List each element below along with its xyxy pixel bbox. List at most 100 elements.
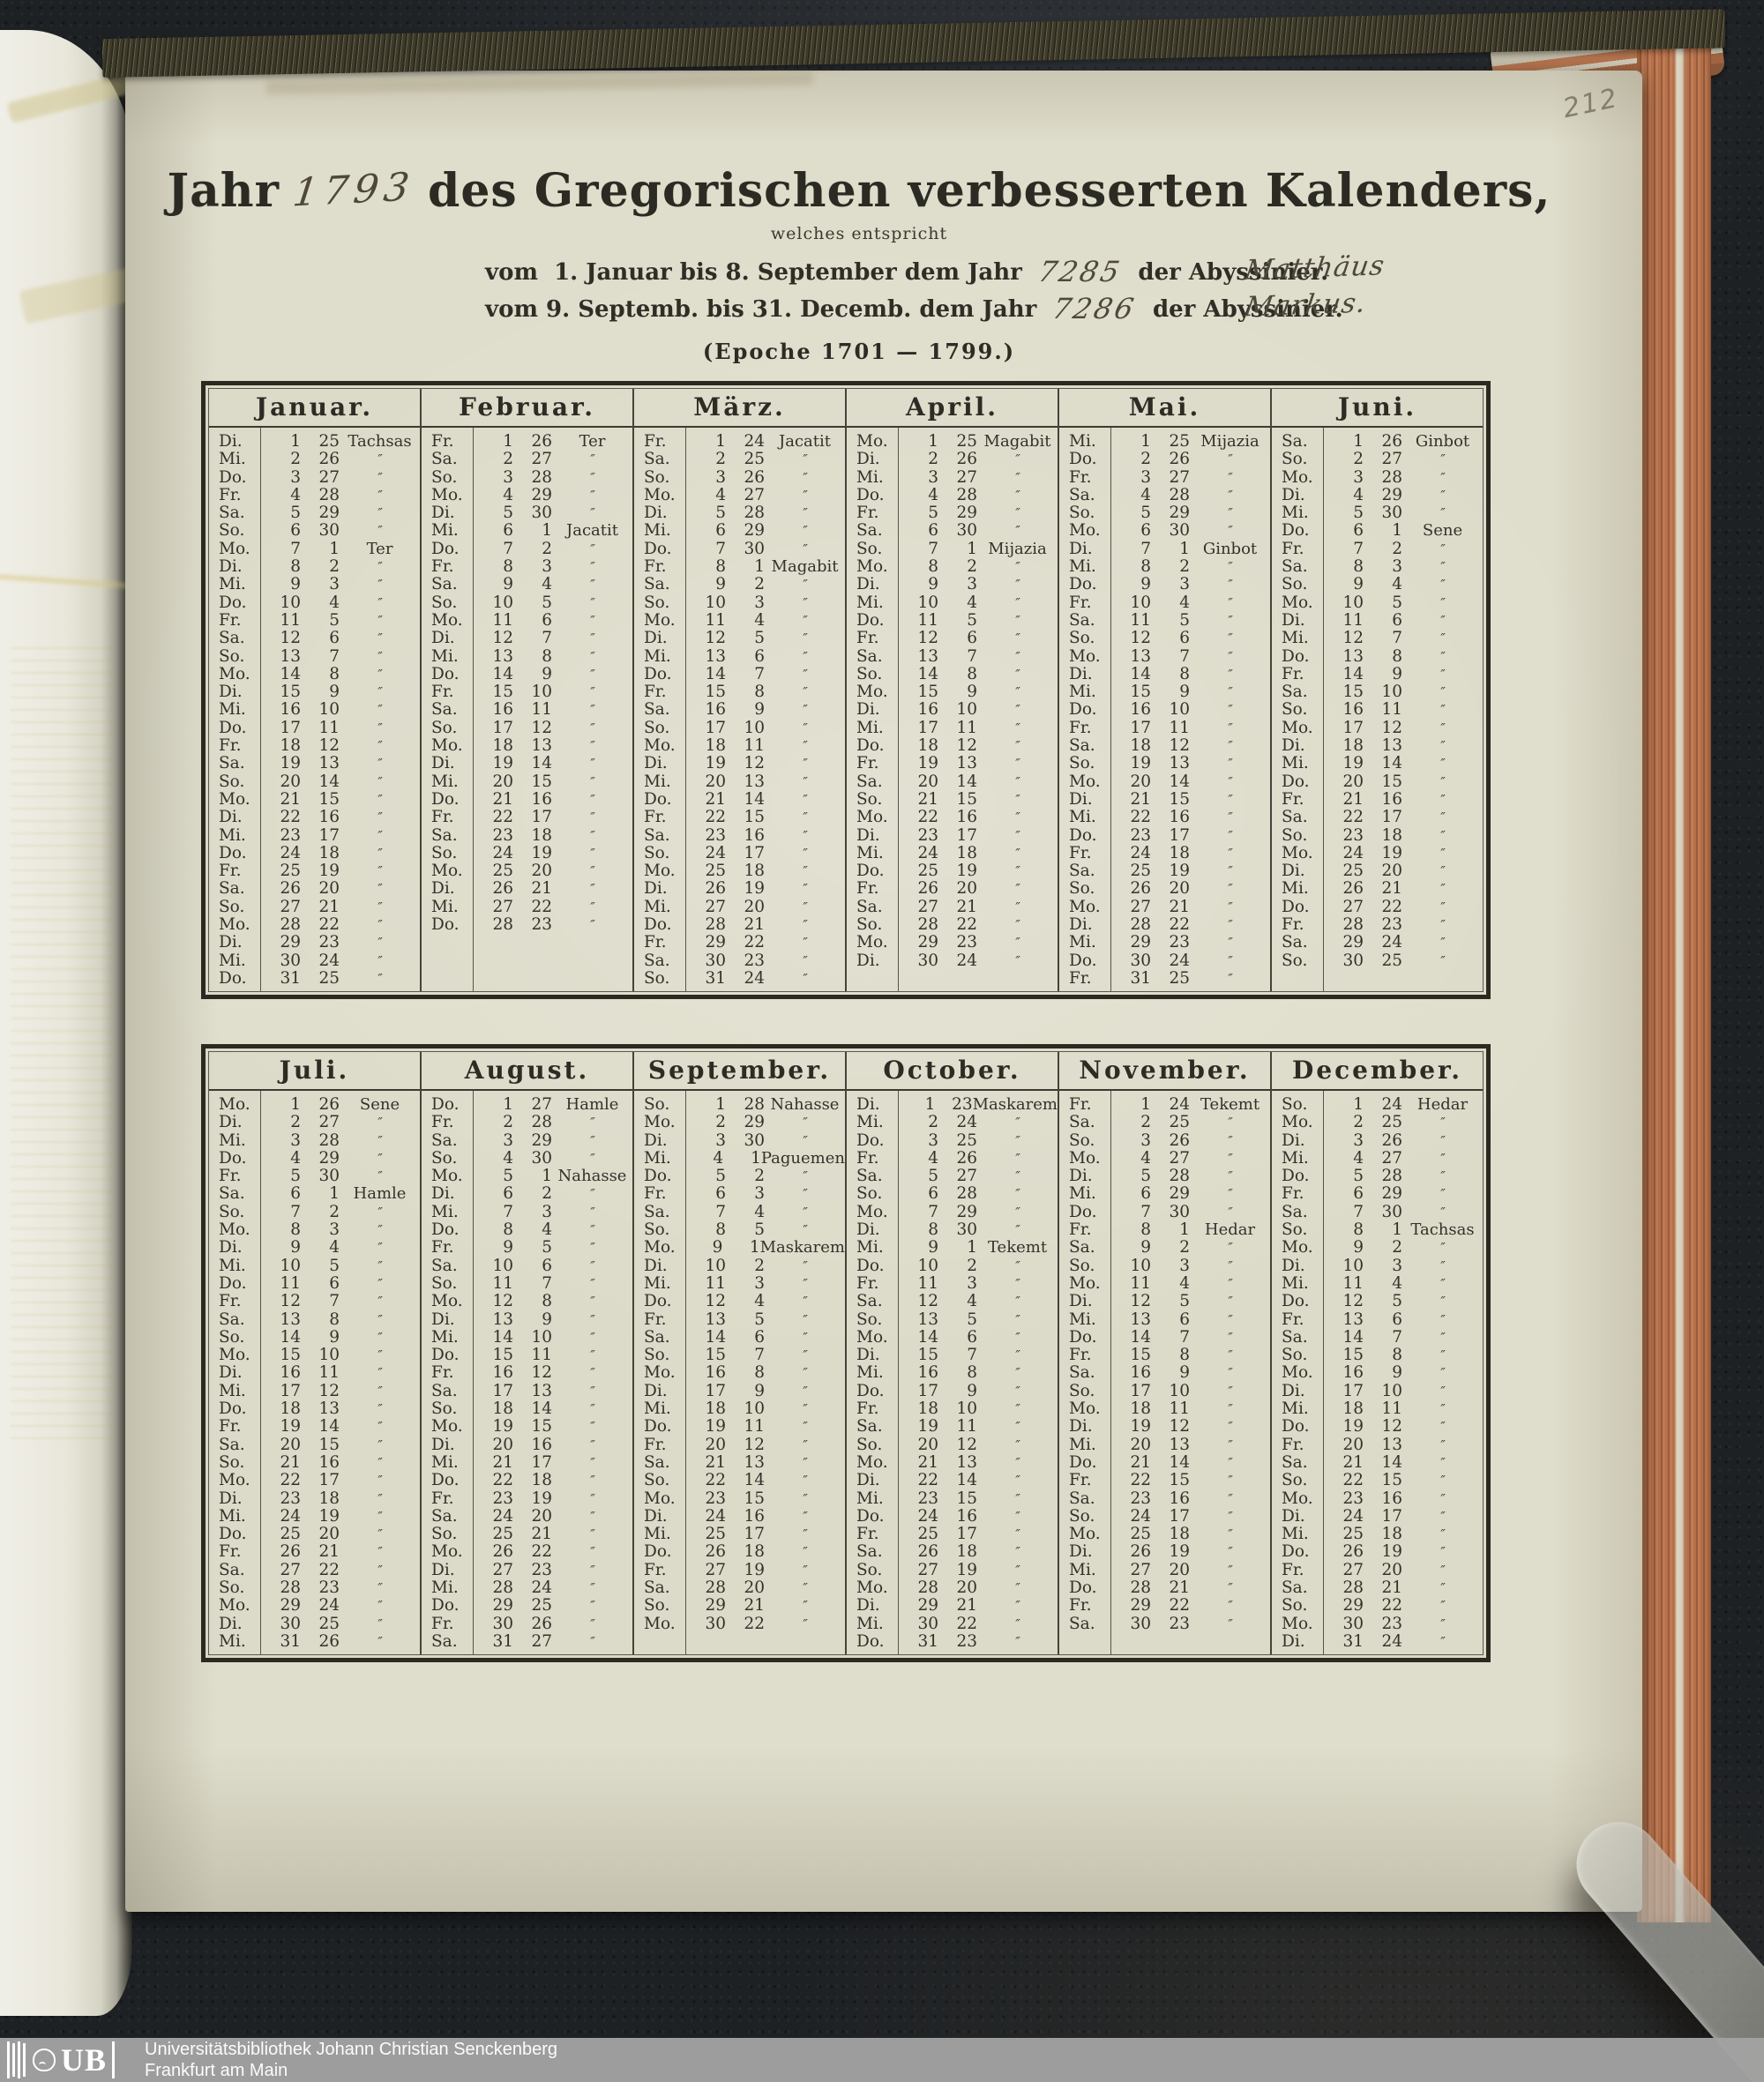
calendar-row: Do. 19 11 ″ (634, 1418, 845, 1437)
calendar-row: Di. 5 28 ″ (1059, 1167, 1270, 1185)
weekday-cell: Mo. (219, 1471, 250, 1490)
calendar-row: Di. 21 15 ″ (1059, 790, 1270, 809)
weekday-cell: Sa. (219, 1560, 245, 1579)
weekday-cell: Sa. (644, 1327, 670, 1347)
gregorian-day-cell: 3 (290, 467, 301, 487)
abyssinian-month-cell: ″ (1015, 1562, 1020, 1578)
weekday-cell: Mo. (1069, 897, 1101, 916)
gregorian-day-cell: 14 (492, 1327, 513, 1347)
weekday-cell: Di. (644, 1506, 668, 1526)
abyssinian-day-cell: 7 (1392, 629, 1402, 648)
abyssinian-month-cell: ″ (803, 1347, 808, 1364)
abyssinian-day-cell: 2 (967, 1256, 977, 1275)
calendar-row: Do. 18 13 ″ (209, 1399, 420, 1418)
gregorian-day-cell: 3 (503, 1131, 513, 1150)
abyssinian-month-cell: ″ (377, 1240, 383, 1257)
abyssinian-month-cell: ″ (1440, 863, 1446, 880)
gregorian-day-cell: 17 (280, 718, 301, 737)
weekday-cell: Mi. (431, 646, 459, 666)
gregorian-day-cell: 19 (917, 754, 938, 773)
month-header: November. (1059, 1052, 1270, 1091)
weekday-cell: Fr. (219, 1167, 242, 1186)
gregorian-day-cell: 22 (705, 808, 726, 827)
abyssinian-month-cell: ″ (377, 791, 383, 808)
weekday-cell: Fr. (431, 1238, 454, 1257)
abyssinian-month-cell: ″ (590, 1562, 595, 1578)
abyssinian-day-cell: 2 (754, 575, 765, 594)
abyssinian-month-cell: ″ (1015, 505, 1020, 522)
gregorian-day-cell: 22 (1342, 1471, 1364, 1490)
calendar-row: Di. 19 12 ″ (1059, 1418, 1270, 1437)
weekday-cell: Do. (644, 664, 672, 683)
gregorian-day-cell: 14 (1130, 1327, 1151, 1347)
abyssinian-day-cell: 25 (318, 968, 340, 988)
weekday-cell: Do. (1282, 897, 1310, 916)
gregorian-day-cell: 24 (1342, 843, 1364, 862)
abyssinian-month-cell: ″ (377, 935, 383, 951)
weekday-cell: Di. (856, 1095, 880, 1114)
abyssinian-month-cell: ″ (1015, 1204, 1020, 1220)
abyssinian-day-cell: 5 (967, 1310, 977, 1329)
weekday-cell: Mi. (219, 1631, 246, 1651)
abyssinian-day-cell: 15 (1381, 1471, 1402, 1490)
calendar-row: Di. 31 24 ″ (1272, 1632, 1483, 1651)
abyssinian-month-cell: ″ (1228, 648, 1233, 665)
abyssinian-day-cell: 18 (956, 843, 977, 862)
abyssinian-day-cell: 2 (754, 1167, 765, 1186)
weekday-cell: Fr. (1282, 1310, 1304, 1329)
weekday-cell: Mi. (1069, 1310, 1096, 1329)
abyssinian-month-cell: ″ (1015, 1115, 1020, 1131)
abyssinian-month-cell: ″ (377, 899, 383, 915)
abyssinian-month-cell: ″ (1228, 845, 1233, 862)
calendar-row: Di. 28 22 ″ (1059, 915, 1270, 934)
abyssinian-month-cell: ″ (1228, 1150, 1233, 1167)
gregorian-day-cell: 18 (917, 1399, 938, 1419)
weekday-cell: Sa. (1282, 432, 1308, 451)
weekday-cell: So. (856, 1560, 883, 1579)
abyssinian-day-cell: 2 (1179, 1238, 1190, 1257)
gregorian-day-cell: 8 (290, 1220, 301, 1240)
abyssinian-day-cell: 1 (1392, 1220, 1402, 1240)
abyssinian-day-cell: 15 (744, 1489, 765, 1508)
weekday-cell: Do. (644, 789, 672, 809)
gregorian-day-cell: 2 (503, 450, 513, 469)
weekday-cell: Fr. (1282, 1560, 1304, 1579)
abyssinian-month-cell: ″ (1228, 738, 1233, 755)
calendar-row: So. 10 5 ″ (422, 593, 632, 612)
abyssinian-month-cell: ″ (1440, 1204, 1446, 1220)
abyssinian-day-cell: 21 (1169, 897, 1190, 916)
abyssinian-day-cell: 7 (542, 629, 552, 648)
gregorian-day-cell: 23 (1342, 1489, 1364, 1508)
abyssinian-month-cell: ″ (590, 845, 595, 862)
calendar-row: Fr. 1 24 Tekemt (1059, 1095, 1270, 1114)
abyssinian-day-cell: 23 (318, 1578, 340, 1598)
gregorian-day-cell: 29 (917, 933, 938, 952)
gregorian-day-cell: 9 (715, 575, 726, 594)
handwritten-abyssinian-year: 7285 (1035, 255, 1125, 288)
abyssinian-day-cell: 17 (956, 1525, 977, 1544)
weekday-cell: Sa. (1069, 1363, 1095, 1383)
calendar-row: Mi. 10 4 ″ (847, 593, 1058, 612)
gregorian-day-cell: 19 (492, 1417, 513, 1437)
abyssinian-month-cell: ″ (590, 1598, 595, 1615)
abyssinian-day-cell: 23 (531, 915, 552, 935)
abyssinian-month-cell: ″ (803, 612, 808, 629)
abyssinian-day-cell: 18 (744, 862, 765, 881)
abyssinian-month-cell: ″ (377, 952, 383, 969)
gregorian-day-cell: 17 (917, 718, 938, 737)
abyssinian-month-cell: ″ (1440, 451, 1446, 468)
calendar-row: Mi. 19 14 ″ (1272, 755, 1483, 773)
weekday-cell: Mi. (219, 951, 246, 970)
gregorian-day-cell: 1 (1140, 432, 1151, 451)
abyssinian-day-cell: 26 (1169, 450, 1190, 469)
abyssinian-month-cell: ″ (1015, 1294, 1020, 1310)
weekday-cell: Di. (644, 629, 668, 648)
gregorian-day-cell: 4 (290, 485, 301, 504)
gregorian-day-cell: 11 (1130, 1273, 1151, 1293)
gregorian-day-cell: 6 (928, 521, 938, 541)
gregorian-day-cell: 12 (705, 629, 726, 648)
gregorian-day-cell: 20 (1130, 1435, 1151, 1454)
gregorian-day-cell: 22 (917, 1471, 938, 1490)
abyssinian-month-cell: ″ (1228, 469, 1233, 486)
abyssinian-month-cell: Mijazia (988, 539, 1047, 558)
